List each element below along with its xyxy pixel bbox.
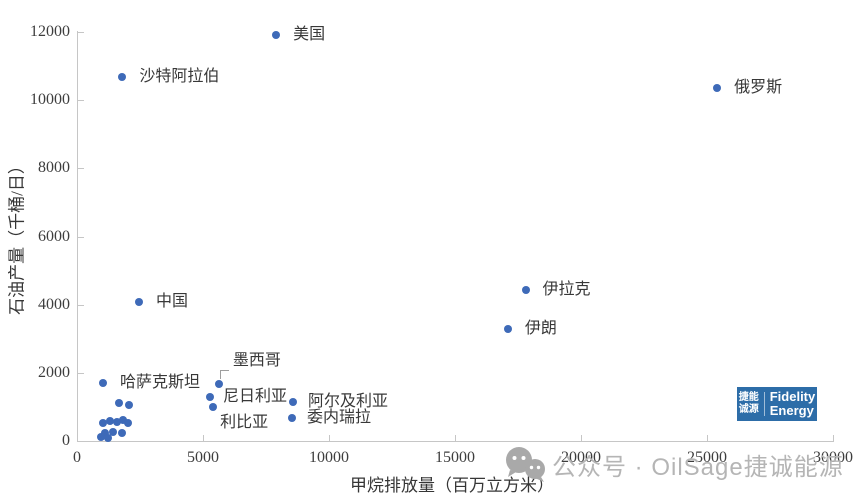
data-point-阿尔及利亚	[288, 397, 297, 406]
y-tick	[78, 168, 84, 170]
x-tick	[455, 435, 456, 441]
data-point-label: 沙特阿拉伯	[139, 67, 220, 85]
x-tick-label: 5000	[187, 449, 219, 466]
y-tick	[78, 441, 84, 442]
x-tick	[833, 435, 834, 441]
data-point	[118, 428, 127, 437]
x-tick	[329, 435, 330, 441]
data-point	[103, 433, 112, 442]
data-point-俄罗斯	[713, 84, 722, 93]
data-point-label: 委内瑞拉	[306, 408, 371, 426]
data-point-label: 利比亚	[220, 413, 269, 431]
y-tick	[78, 304, 84, 306]
y-tick-label: 0	[62, 432, 70, 449]
data-point-尼日利亚	[206, 393, 215, 402]
brand-logo-cn-line2: 诚源	[738, 404, 759, 415]
data-point-label: 美国	[293, 26, 326, 44]
data-point-墨西哥	[214, 379, 223, 388]
x-tick-label: 25000	[687, 449, 727, 466]
y-tick	[78, 100, 84, 102]
y-tick	[78, 236, 84, 238]
data-point	[119, 415, 128, 424]
y-tick	[78, 372, 84, 374]
data-point-美国	[272, 31, 281, 40]
brand-logo-divider	[763, 392, 765, 416]
brand-logo-cn-line1: 捷能	[738, 392, 759, 403]
data-point-伊拉克	[521, 286, 530, 295]
data-point	[123, 418, 132, 427]
data-point-label: 伊拉克	[542, 281, 591, 299]
y-tick-label: 6000	[38, 227, 70, 245]
data-point	[109, 428, 118, 437]
data-point-伊朗	[503, 324, 512, 333]
data-point	[106, 416, 114, 425]
x-axis-title: 甲烷排放量（百万立方米）	[350, 476, 554, 495]
data-point	[98, 418, 107, 427]
x-tick-label: 15000	[435, 449, 475, 466]
data-point-哈萨克斯坦	[98, 379, 107, 388]
data-point	[96, 432, 105, 441]
y-tick-label: 4000	[38, 295, 70, 313]
wechat-icon	[506, 447, 545, 482]
data-point-委内瑞拉	[287, 413, 296, 422]
brand-logo-en-line1: Fidelity	[769, 389, 816, 404]
x-tick	[203, 435, 204, 441]
x-tick	[77, 435, 78, 441]
x-axis-line	[77, 441, 834, 442]
data-point	[100, 428, 109, 437]
brand-logo-chinese: 捷能 诚源	[739, 392, 759, 416]
x-tick-label: 20000	[561, 449, 601, 466]
y-axis-line	[77, 31, 78, 442]
data-point	[115, 398, 124, 407]
data-point-利比亚	[209, 402, 218, 411]
x-tick-label: 30000	[813, 449, 853, 466]
x-tick-label: 0	[73, 449, 81, 466]
data-point-label: 尼日利亚	[223, 388, 288, 406]
y-tick-label: 12000	[30, 23, 70, 40]
data-point-label: 俄罗斯	[734, 79, 783, 97]
data-point-label: 墨西哥	[232, 351, 281, 369]
x-tick	[707, 435, 708, 441]
watermark: 公众号 · OilSage捷诚能源	[503, 446, 844, 482]
x-tick-label: 10000	[309, 449, 349, 466]
data-point	[124, 400, 133, 409]
data-point-label: 阿尔及利亚	[307, 392, 388, 410]
y-tick-label: 10000	[30, 91, 70, 109]
data-point	[113, 417, 122, 426]
callout-line	[219, 369, 221, 379]
watermark-text: 公众号 · OilSage捷诚能源	[552, 453, 844, 481]
brand-logo-english: Fidelity Energy	[770, 390, 816, 418]
y-tick-label: 8000	[38, 159, 70, 177]
data-point-沙特阿拉伯	[118, 72, 127, 81]
data-point-label: 伊朗	[524, 319, 557, 337]
y-tick	[78, 32, 84, 33]
brand-logo: 捷能 诚源 Fidelity Energy	[737, 387, 817, 421]
data-point-label: 哈萨克斯坦	[119, 374, 200, 392]
y-tick-label: 2000	[38, 363, 70, 381]
data-point-中国	[134, 297, 143, 306]
x-tick	[581, 435, 582, 441]
brand-logo-en-line2: Energy	[769, 403, 814, 418]
data-point-label: 中国	[155, 292, 188, 310]
callout-line	[219, 369, 229, 371]
